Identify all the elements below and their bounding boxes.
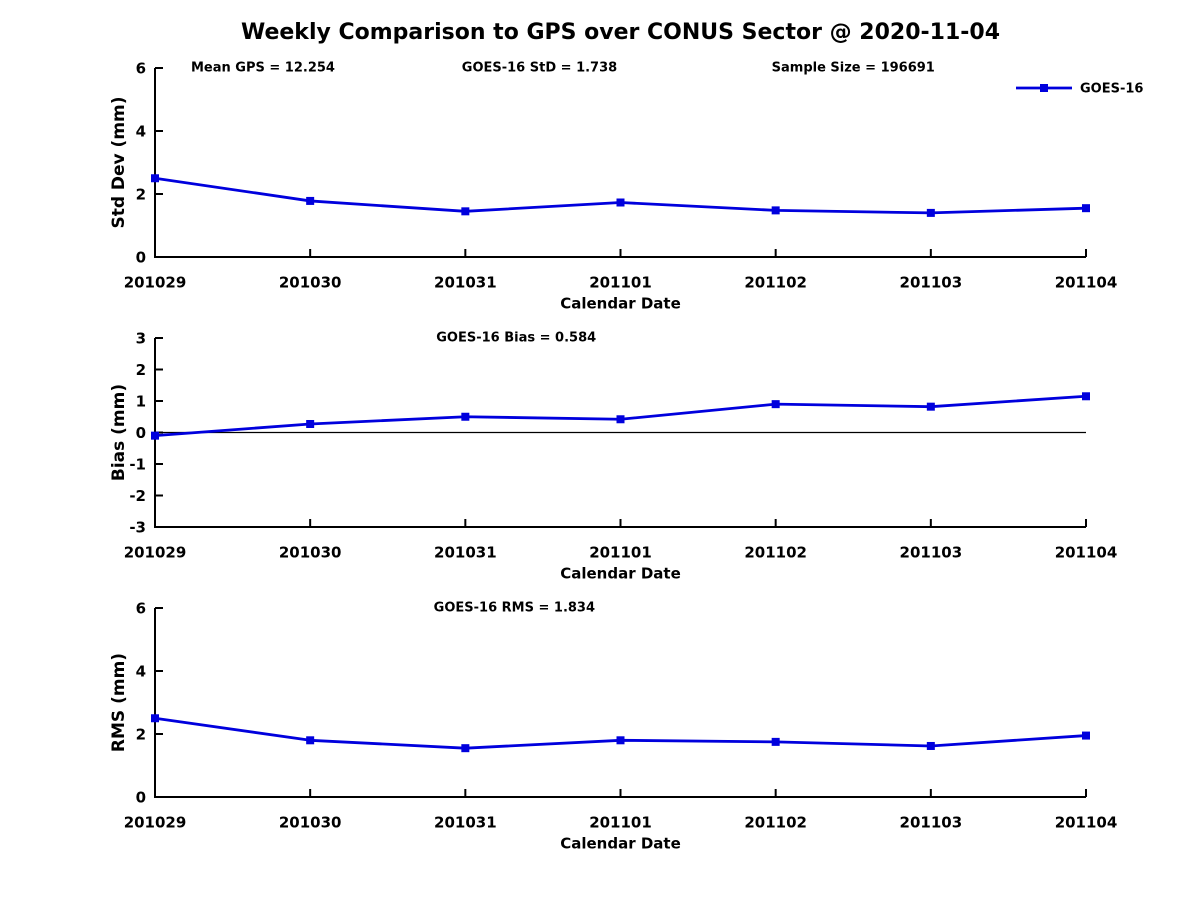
y-tick-label-std-dev: 6 [136, 59, 146, 77]
data-point-std-dev-201102 [771, 206, 780, 215]
x-tick-label-bias: 201031 [434, 543, 497, 561]
x-tick-label-std-dev: 201030 [279, 273, 342, 291]
x-tick-label-std-dev: 201103 [900, 273, 963, 291]
x-tick-label-bias: 201030 [279, 543, 342, 561]
y-tick-label-std-dev: 4 [136, 122, 146, 140]
legend-label: GOES-16 [1080, 82, 1143, 97]
x-tick-label-std-dev: 201101 [589, 273, 652, 291]
data-point-bias-201102 [771, 400, 780, 409]
y-tick-label-bias: 2 [136, 361, 146, 379]
x-tick-label-rms: 201030 [279, 813, 342, 831]
data-point-std-dev-201101 [616, 198, 625, 207]
y-tick-label-bias: 0 [136, 424, 146, 442]
y-tick-label-std-dev: 2 [136, 185, 146, 203]
data-point-rms-201104 [1082, 731, 1090, 740]
y-tick-label-bias: -3 [129, 518, 146, 536]
y-tick-label-bias: -2 [129, 487, 146, 505]
annotation-rms-0: GOES-16 RMS = 1.834 [434, 601, 595, 616]
data-point-rms-201030 [306, 736, 315, 745]
x-axis-title-rms: Calendar Date [560, 834, 681, 852]
y-axis-title-rms: RMS (mm) [109, 653, 129, 752]
x-tick-label-rms: 201103 [900, 813, 963, 831]
x-tick-label-rms: 201031 [434, 813, 497, 831]
x-tick-label-bias: 201103 [900, 543, 963, 561]
x-tick-label-rms: 201029 [124, 813, 187, 831]
data-point-bias-201101 [616, 415, 625, 424]
annotation-bias-0: GOES-16 Bias = 0.584 [436, 331, 596, 346]
data-point-bias-201104 [1082, 392, 1090, 401]
x-axis-title-bias: Calendar Date [560, 564, 681, 582]
x-tick-label-bias: 201101 [589, 543, 652, 561]
data-point-rms-201029 [151, 714, 159, 723]
x-tick-label-std-dev: 201104 [1055, 273, 1118, 291]
legend-marker [1040, 84, 1048, 92]
data-point-bias-201030 [306, 419, 315, 428]
x-tick-label-std-dev: 201102 [744, 273, 807, 291]
x-tick-label-std-dev: 201031 [434, 273, 497, 291]
y-axis-title-std-dev: Std Dev (mm) [109, 96, 129, 228]
y-tick-label-bias: -1 [129, 455, 146, 473]
data-point-std-dev-201031 [461, 207, 470, 216]
chart-title: Weekly Comparison to GPS over CONUS Sect… [240, 20, 1000, 45]
x-tick-label-bias: 201029 [124, 543, 187, 561]
data-point-rms-201103 [926, 741, 935, 750]
y-tick-label-rms: 6 [136, 599, 146, 617]
x-tick-label-std-dev: 201029 [124, 273, 187, 291]
y-tick-label-rms: 4 [136, 662, 146, 680]
x-axis-title-std-dev: Calendar Date [560, 294, 681, 312]
x-tick-label-rms: 201101 [589, 813, 652, 831]
data-point-std-dev-201030 [306, 196, 315, 205]
annotation-std-dev-0: Mean GPS = 12.254 [191, 61, 335, 76]
x-tick-label-bias: 201104 [1055, 543, 1118, 561]
data-point-rms-201101 [616, 736, 625, 745]
y-tick-label-rms: 0 [136, 788, 146, 806]
y-tick-label-rms: 2 [136, 725, 146, 743]
data-point-bias-201031 [461, 412, 470, 421]
y-tick-label-bias: 3 [136, 329, 146, 347]
x-tick-label-bias: 201102 [744, 543, 807, 561]
data-point-bias-201029 [151, 431, 159, 440]
data-point-rms-201031 [461, 744, 470, 753]
annotation-std-dev-1: GOES-16 StD = 1.738 [462, 61, 617, 76]
subplot-bias [151, 337, 1090, 528]
data-point-std-dev-201104 [1082, 204, 1090, 213]
y-axis-title-bias: Bias (mm) [109, 384, 129, 481]
data-point-std-dev-201103 [926, 208, 935, 217]
data-point-bias-201103 [926, 402, 935, 411]
x-tick-label-rms: 201104 [1055, 813, 1118, 831]
data-point-std-dev-201029 [151, 174, 159, 183]
y-tick-label-std-dev: 0 [136, 248, 146, 266]
subplot-std-dev [151, 67, 1090, 258]
data-point-rms-201102 [771, 737, 780, 746]
series-line-std-dev [154, 176, 1087, 215]
x-tick-label-rms: 201102 [744, 813, 807, 831]
annotation-std-dev-2: Sample Size = 196691 [772, 61, 935, 76]
y-tick-label-bias: 1 [136, 392, 146, 410]
subplot-rms [151, 607, 1090, 798]
